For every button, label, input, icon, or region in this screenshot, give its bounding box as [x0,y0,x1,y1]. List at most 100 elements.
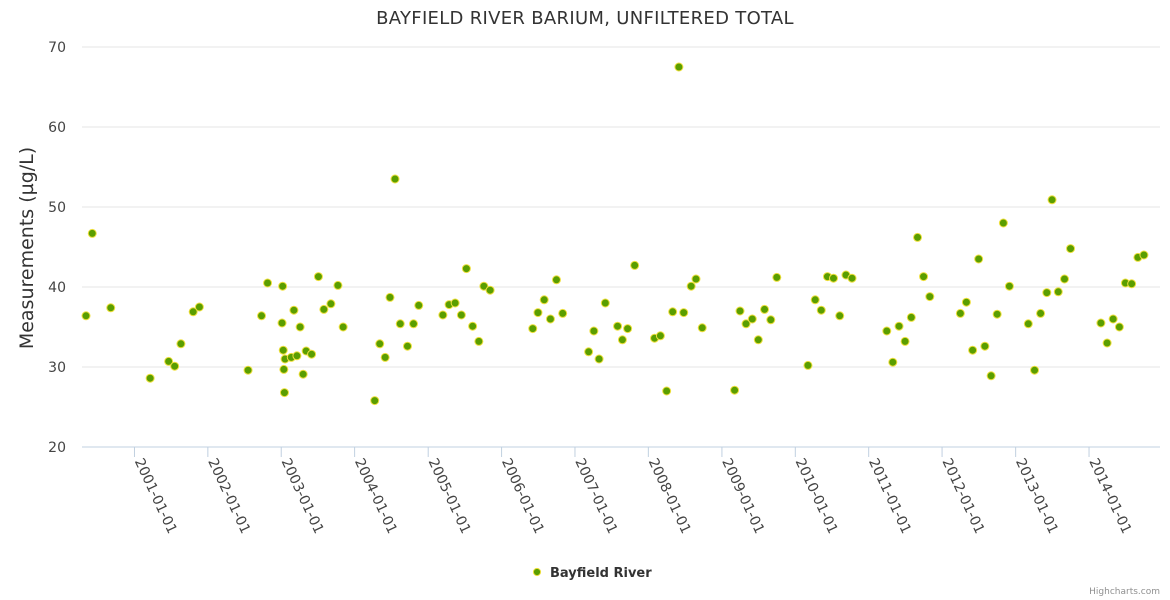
data-point-0-3[interactable] [145,373,155,383]
data-point-0-46[interactable] [479,281,489,291]
data-point-0-54[interactable] [584,347,594,357]
data-point-0-31[interactable] [375,339,385,349]
data-point-0-84[interactable] [835,311,845,321]
data-point-0-57[interactable] [600,298,610,308]
data-point-0-49[interactable] [533,308,543,318]
data-point-0-64[interactable] [662,386,672,396]
data-point-0-58[interactable] [613,321,623,331]
data-point-0-14[interactable] [278,345,288,355]
data-point-0-24[interactable] [307,349,317,359]
data-point-0-50[interactable] [539,295,549,305]
data-point-0-70[interactable] [697,323,707,333]
data-point-0-104[interactable] [1023,319,1033,329]
data-point-0-37[interactable] [409,319,419,329]
data-point-0-7[interactable] [188,307,198,317]
data-point-0-76[interactable] [760,304,770,314]
data-point-0-38[interactable] [414,300,424,310]
data-point-0-65[interactable] [668,307,678,317]
data-point-0-28[interactable] [333,280,343,290]
data-point-0-8[interactable] [194,302,204,312]
data-point-0-119[interactable] [1139,250,1149,260]
data-point-0-27[interactable] [326,299,336,309]
data-point-0-94[interactable] [925,292,935,302]
data-point-0-56[interactable] [594,354,604,364]
data-point-0-51[interactable] [545,314,555,324]
data-point-0-15[interactable] [279,364,289,374]
data-point-0-90[interactable] [900,336,910,346]
data-point-0-111[interactable] [1066,244,1076,254]
data-point-0-110[interactable] [1060,274,1070,284]
data-point-0-1[interactable] [87,228,97,238]
data-point-0-41[interactable] [450,298,460,308]
data-point-0-102[interactable] [998,218,1008,228]
data-point-0-63[interactable] [655,331,665,341]
data-point-0-105[interactable] [1030,365,1040,375]
data-point-0-19[interactable] [289,305,299,315]
data-point-0-103[interactable] [1004,281,1014,291]
data-point-0-99[interactable] [980,341,990,351]
data-point-0-67[interactable] [679,308,689,318]
data-point-0-44[interactable] [468,321,478,331]
data-point-0-113[interactable] [1102,338,1112,348]
data-point-0-69[interactable] [691,274,701,284]
data-point-0-80[interactable] [810,295,820,305]
data-point-0-20[interactable] [292,351,302,361]
data-point-0-13[interactable] [278,281,288,291]
data-point-0-109[interactable] [1053,287,1063,297]
data-point-0-73[interactable] [741,319,751,329]
data-point-0-95[interactable] [955,308,965,318]
data-point-0-114[interactable] [1108,314,1118,324]
data-point-0-108[interactable] [1047,195,1057,205]
data-point-0-0[interactable] [81,311,91,321]
data-point-0-81[interactable] [816,305,826,315]
data-point-0-115[interactable] [1114,322,1124,332]
data-point-0-79[interactable] [803,360,813,370]
data-point-0-55[interactable] [589,326,599,336]
data-point-0-47[interactable] [485,285,495,295]
data-point-0-96[interactable] [961,297,971,307]
data-point-0-83[interactable] [829,273,839,283]
data-point-0-45[interactable] [474,336,484,346]
data-point-0-36[interactable] [402,341,412,351]
data-point-0-2[interactable] [106,303,116,313]
data-point-0-16[interactable] [279,388,289,398]
data-point-0-97[interactable] [968,345,978,355]
data-point-0-26[interactable] [319,304,329,314]
data-point-0-78[interactable] [772,272,782,282]
data-point-0-101[interactable] [992,309,1002,319]
data-point-0-5[interactable] [170,361,180,371]
data-point-0-92[interactable] [913,232,923,242]
data-point-0-11[interactable] [263,278,273,288]
credits-link[interactable]: Highcharts.com [1089,587,1160,597]
data-point-0-9[interactable] [243,365,253,375]
data-point-0-89[interactable] [894,321,904,331]
data-point-0-68[interactable] [686,281,696,291]
data-point-0-6[interactable] [176,339,186,349]
data-point-0-52[interactable] [551,275,561,285]
data-point-0-88[interactable] [888,357,898,367]
data-point-0-35[interactable] [395,319,405,329]
data-point-0-75[interactable] [753,335,763,345]
legend[interactable]: Bayfield River [532,566,652,581]
data-point-0-4[interactable] [164,356,174,366]
data-point-0-32[interactable] [380,352,390,362]
data-point-0-25[interactable] [313,272,323,282]
data-point-0-33[interactable] [385,292,395,302]
data-point-0-77[interactable] [766,315,776,325]
data-point-0-21[interactable] [295,322,305,332]
data-point-0-12[interactable] [277,318,287,328]
data-point-0-48[interactable] [528,324,538,334]
data-point-0-66[interactable] [674,62,684,72]
data-point-0-72[interactable] [735,306,745,316]
data-point-0-87[interactable] [882,326,892,336]
data-point-0-112[interactable] [1096,318,1106,328]
data-point-0-98[interactable] [974,254,984,264]
data-point-0-60[interactable] [623,324,633,334]
data-point-0-71[interactable] [730,385,740,395]
data-point-0-61[interactable] [630,260,640,270]
data-point-0-22[interactable] [298,369,308,379]
data-point-0-10[interactable] [257,311,267,321]
data-point-0-30[interactable] [370,396,380,406]
data-point-0-93[interactable] [919,272,929,282]
data-point-0-91[interactable] [906,312,916,322]
